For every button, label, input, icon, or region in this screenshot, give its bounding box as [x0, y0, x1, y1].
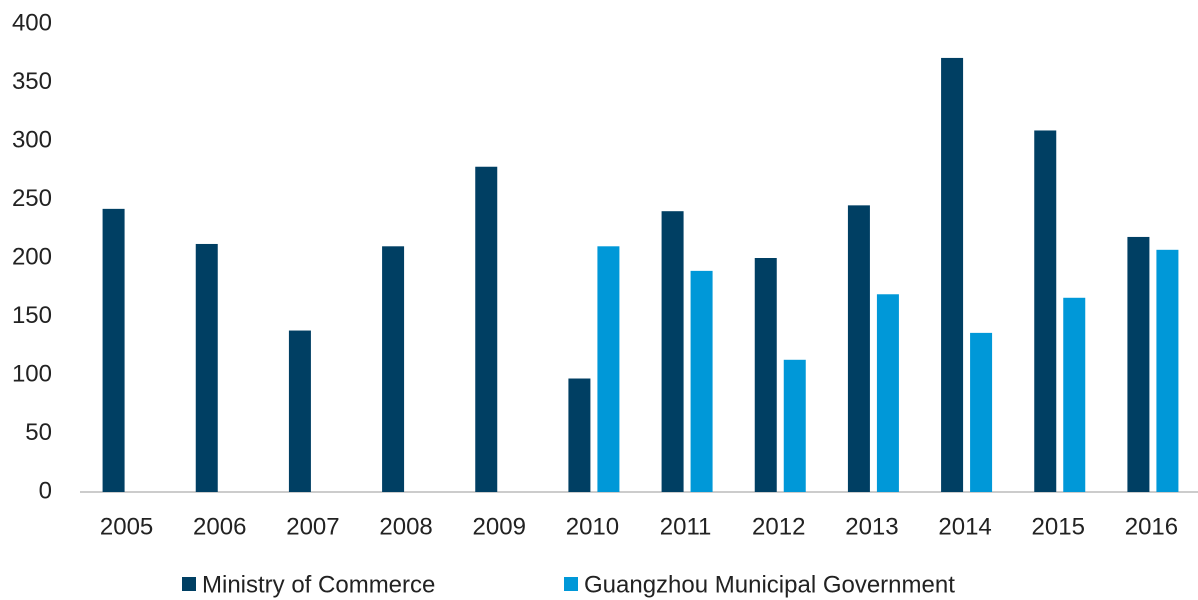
bar — [690, 270, 713, 492]
bar — [102, 208, 125, 493]
x-tick-label: 2013 — [845, 513, 898, 540]
x-tick-label: 2006 — [193, 513, 246, 540]
bar — [847, 205, 870, 492]
x-tick-label: 2007 — [286, 513, 339, 540]
x-tick-label: 2010 — [566, 513, 619, 540]
bar — [475, 166, 498, 493]
legend-swatch — [564, 577, 578, 591]
x-tick-label: 2005 — [100, 513, 153, 540]
y-tick-label: 250 — [12, 185, 52, 212]
x-tick-label: 2016 — [1125, 513, 1178, 540]
bar — [1063, 297, 1086, 492]
x-tick-label: 2014 — [938, 513, 991, 540]
bar — [1034, 130, 1057, 492]
bar — [941, 57, 964, 493]
x-tick-label: 2015 — [1032, 513, 1085, 540]
y-tick-label: 350 — [12, 68, 52, 95]
bar — [382, 246, 405, 492]
bar — [568, 378, 591, 492]
legend-label: Guangzhou Municipal Government — [584, 571, 955, 598]
bar — [1127, 236, 1150, 492]
bar — [970, 332, 993, 492]
x-tick-label: 2012 — [752, 513, 805, 540]
x-tick-label: 2009 — [473, 513, 526, 540]
y-tick-label: 300 — [12, 126, 52, 153]
y-tick-label: 150 — [12, 302, 52, 329]
bar — [783, 359, 806, 492]
y-tick-label: 0 — [39, 477, 52, 504]
legend-label: Ministry of Commerce — [202, 571, 435, 598]
bar — [597, 246, 620, 492]
y-tick-label: 200 — [12, 243, 52, 270]
bar — [195, 243, 218, 492]
x-tick-label: 2008 — [379, 513, 432, 540]
x-tick-label: 2011 — [660, 513, 712, 540]
y-tick-label: 50 — [25, 419, 52, 446]
bar — [754, 258, 777, 492]
y-tick-label: 400 — [12, 9, 52, 36]
bar — [288, 330, 311, 492]
bar — [1156, 249, 1179, 492]
y-tick-label: 100 — [12, 360, 52, 387]
bar — [876, 294, 899, 492]
legend-swatch — [182, 577, 196, 591]
bar — [661, 211, 684, 492]
